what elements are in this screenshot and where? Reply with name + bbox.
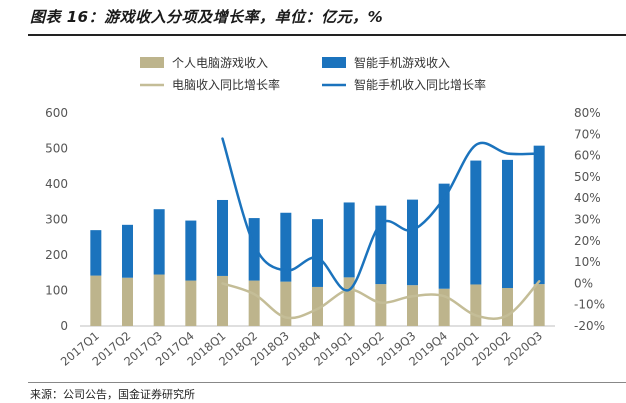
legend: 个人电脑游戏收入 智能手机游戏收入 电脑收入同比增长率 智能手机收入同比增长率 — [140, 55, 486, 92]
legend-label-mobile-revenue: 智能手机游戏收入 — [354, 55, 450, 70]
y-right-tick-label: -20% — [574, 319, 605, 333]
legend-label-pc-growth: 电脑收入同比增长率 — [172, 77, 280, 92]
bar-mobile-revenue — [375, 205, 387, 285]
y-left-tick-label: 600 — [45, 106, 68, 120]
bar-pc-revenue — [248, 280, 260, 326]
y-right-tick-label: 30% — [574, 213, 601, 227]
bar-pc-revenue — [280, 281, 292, 326]
bar-pc-revenue — [470, 284, 482, 326]
y-right-tick-label: 40% — [574, 191, 601, 205]
bar-mobile-revenue — [90, 230, 102, 276]
bar-pc-revenue — [407, 285, 418, 326]
bar-pc-revenue — [533, 284, 545, 326]
bar-pc-revenue — [312, 286, 323, 326]
bar-mobile-revenue — [312, 219, 323, 287]
y-left-tick-label: 400 — [45, 177, 68, 191]
legend-label-pc-revenue: 个人电脑游戏收入 — [172, 56, 268, 70]
y-right-tick-label: 80% — [574, 106, 601, 120]
legend-label-mobile-growth: 智能手机收入同比增长率 — [354, 77, 486, 92]
bar-pc-revenue — [217, 275, 228, 326]
line-pc-growth — [221, 280, 541, 320]
bar-mobile-revenue — [248, 218, 260, 281]
bar-pc-revenue — [375, 284, 387, 326]
bar-mobile-revenue — [343, 202, 355, 278]
title-rule — [28, 34, 626, 36]
bar-pc-revenue — [122, 277, 133, 326]
bar-mobile-revenue — [217, 199, 228, 276]
legend-swatch-pc-revenue — [140, 57, 164, 68]
y-right-tick-label: 60% — [574, 149, 601, 163]
bar-mobile-revenue — [502, 159, 513, 289]
bar-pc-revenue — [90, 275, 102, 326]
y-right-tick-label: -10% — [574, 298, 605, 312]
legend-swatch-mobile-revenue — [322, 57, 346, 68]
bar-mobile-revenue — [185, 220, 197, 281]
bar-mobile-revenue — [407, 199, 418, 286]
y-left-tick-label: 0 — [60, 319, 68, 333]
bottom-rule — [28, 382, 626, 383]
y-left-tick-label: 100 — [45, 284, 68, 298]
bar-mobile-revenue — [122, 224, 133, 278]
bar-pc-revenue — [153, 274, 165, 326]
bar-pc-revenue — [502, 288, 513, 326]
y-right-tick-label: 70% — [574, 127, 601, 141]
y-right-tick-label: 0% — [574, 276, 593, 290]
figure-title: 图表 16：游戏收入分项及增长率，单位：亿元，% — [30, 8, 384, 26]
y-left-tick-label: 300 — [45, 213, 68, 227]
bar-mobile-revenue — [280, 212, 292, 282]
bar-mobile-revenue — [438, 183, 450, 289]
y-left-tick-label: 200 — [45, 248, 68, 262]
bar-pc-revenue — [343, 277, 355, 326]
y-right-tick-label: 20% — [574, 234, 601, 248]
line-mobile-growth — [221, 137, 541, 292]
bar-pc-revenue — [185, 280, 197, 326]
bar-mobile-revenue — [533, 145, 545, 285]
y-left-tick-label: 500 — [45, 142, 68, 156]
y-right-tick-label: 50% — [574, 170, 601, 184]
plot-area: 0 100 200 300 400 500 600 -20% -10% 0% 10% 20% 30% 40… — [45, 106, 605, 369]
bar-mobile-revenue — [153, 209, 165, 275]
y-right-tick-label: 10% — [574, 255, 601, 269]
bar-mobile-revenue — [470, 160, 482, 285]
source-note: 来源：公司公告，国金证券研究所 — [30, 388, 195, 401]
bar-pc-revenue — [438, 288, 450, 326]
